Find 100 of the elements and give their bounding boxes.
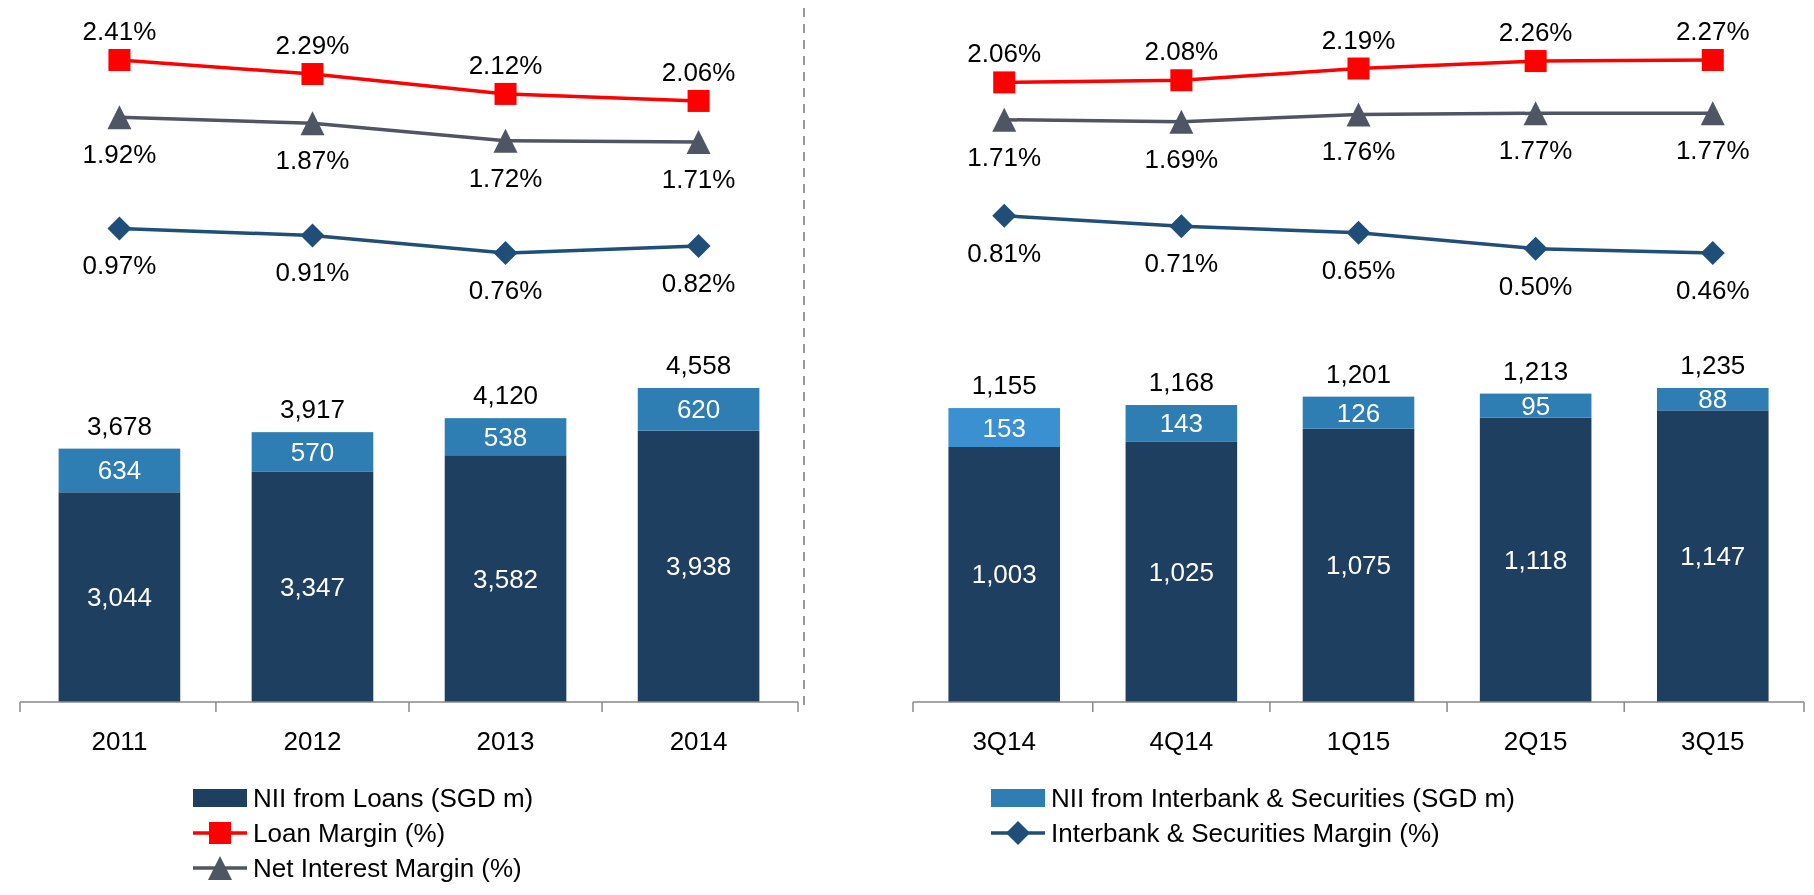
x-tick-label: 4Q14 bbox=[1149, 726, 1214, 756]
point bbox=[992, 203, 1017, 228]
legend-label: Interbank & Securities Margin (%) bbox=[1051, 818, 1440, 848]
point bbox=[301, 63, 324, 86]
bar bbox=[444, 418, 567, 456]
data-label: 3,938 bbox=[666, 551, 732, 582]
data-label: 3,044 bbox=[86, 582, 152, 613]
bar bbox=[1302, 428, 1415, 702]
point bbox=[1700, 241, 1725, 265]
legend-label: NII from Interbank & Securities (SGD m) bbox=[1051, 783, 1515, 813]
data-label: 1.71% bbox=[967, 141, 1042, 172]
data-label: 0.91% bbox=[275, 257, 350, 288]
data-label: 2.26% bbox=[1498, 17, 1573, 48]
data-label: 1.72% bbox=[468, 162, 543, 193]
bar bbox=[58, 492, 181, 702]
data-label: 2.41% bbox=[82, 16, 157, 46]
data-label: 0.76% bbox=[468, 275, 543, 305]
total-label: 3,917 bbox=[279, 394, 346, 425]
x-tick-label: 2014 bbox=[669, 726, 728, 756]
point bbox=[686, 129, 711, 154]
point bbox=[1346, 220, 1371, 245]
x-tick-label: 3Q15 bbox=[1680, 726, 1745, 756]
x-tick-label: 1Q15 bbox=[1326, 726, 1391, 756]
data-label: 0.65% bbox=[1321, 254, 1396, 285]
bar bbox=[637, 430, 760, 702]
data-label: 1.69% bbox=[1144, 143, 1219, 174]
point bbox=[687, 89, 710, 112]
data-label: 0.82% bbox=[661, 267, 736, 298]
data-label: 2.12% bbox=[468, 49, 543, 80]
data-label: 0.50% bbox=[1498, 270, 1573, 301]
point bbox=[1346, 102, 1371, 127]
point bbox=[1523, 236, 1548, 261]
x-tick-label: 2Q15 bbox=[1503, 726, 1568, 756]
bar bbox=[1479, 417, 1592, 702]
data-label: 538 bbox=[483, 421, 528, 452]
total-label: 1,235 bbox=[1680, 350, 1746, 380]
data-label: 3,347 bbox=[279, 571, 346, 602]
bar bbox=[1656, 410, 1769, 702]
data-label: 620 bbox=[676, 394, 721, 425]
data-label: 2.29% bbox=[275, 30, 350, 61]
point bbox=[1347, 57, 1370, 80]
total-label: 1,213 bbox=[1503, 355, 1569, 386]
data-label: 1,075 bbox=[1325, 550, 1392, 581]
data-label: 1.77% bbox=[1675, 135, 1750, 166]
data-label: 1,118 bbox=[1504, 544, 1568, 575]
total-label: 4,120 bbox=[472, 380, 539, 411]
point bbox=[493, 241, 518, 265]
legend-label: Net Interest Margin (%) bbox=[253, 853, 522, 883]
data-label: 0.46% bbox=[1675, 275, 1750, 305]
legend-label: Loan Margin (%) bbox=[253, 818, 446, 848]
point bbox=[108, 49, 131, 71]
bar bbox=[1302, 396, 1415, 429]
data-label: 95 bbox=[1521, 390, 1551, 421]
legend-label: NII from Loans (SGD m) bbox=[253, 783, 534, 813]
data-label: 2.06% bbox=[661, 56, 736, 87]
data-label: 0.71% bbox=[1144, 248, 1219, 279]
point bbox=[1524, 50, 1547, 73]
point bbox=[1700, 101, 1725, 126]
point bbox=[493, 128, 518, 153]
bar bbox=[1125, 405, 1238, 442]
point bbox=[1170, 69, 1193, 92]
x-tick-label: 3Q14 bbox=[972, 726, 1037, 756]
bar bbox=[251, 432, 374, 472]
data-label: 0.81% bbox=[967, 237, 1042, 268]
data-label: 1.92% bbox=[82, 139, 157, 170]
point bbox=[494, 82, 517, 105]
data-label: 2.19% bbox=[1321, 24, 1396, 55]
point bbox=[992, 107, 1017, 132]
data-label: 1.71% bbox=[661, 163, 736, 194]
data-label: 143 bbox=[1159, 408, 1204, 439]
data-label: 2.06% bbox=[967, 38, 1042, 69]
point bbox=[1169, 214, 1194, 239]
point bbox=[1701, 49, 1724, 71]
point bbox=[686, 233, 711, 258]
bar bbox=[1125, 441, 1238, 702]
data-label: 3,582 bbox=[472, 563, 539, 594]
bar bbox=[948, 408, 1061, 447]
data-label: 2.08% bbox=[1144, 36, 1219, 67]
data-label: 1,003 bbox=[971, 559, 1037, 590]
data-label: 2.27% bbox=[1675, 16, 1750, 46]
data-label: 0.97% bbox=[82, 250, 157, 281]
bar bbox=[58, 448, 181, 493]
point bbox=[993, 71, 1016, 94]
total-label: 4,558 bbox=[666, 350, 732, 380]
data-label: 126 bbox=[1336, 397, 1381, 428]
bar bbox=[637, 388, 760, 431]
data-label: 1.87% bbox=[275, 145, 350, 176]
point bbox=[1169, 109, 1194, 134]
x-tick-label: 2011 bbox=[91, 726, 148, 756]
bar bbox=[251, 471, 374, 702]
point bbox=[300, 223, 325, 248]
data-label: 570 bbox=[290, 436, 335, 467]
bar bbox=[948, 446, 1061, 702]
point bbox=[107, 105, 132, 130]
point bbox=[1523, 101, 1548, 126]
total-label: 1,155 bbox=[971, 370, 1037, 401]
point bbox=[300, 111, 325, 136]
data-label: 1,147 bbox=[1680, 541, 1746, 572]
x-tick-label: 2013 bbox=[476, 726, 535, 756]
x-tick-label: 2012 bbox=[283, 726, 342, 756]
